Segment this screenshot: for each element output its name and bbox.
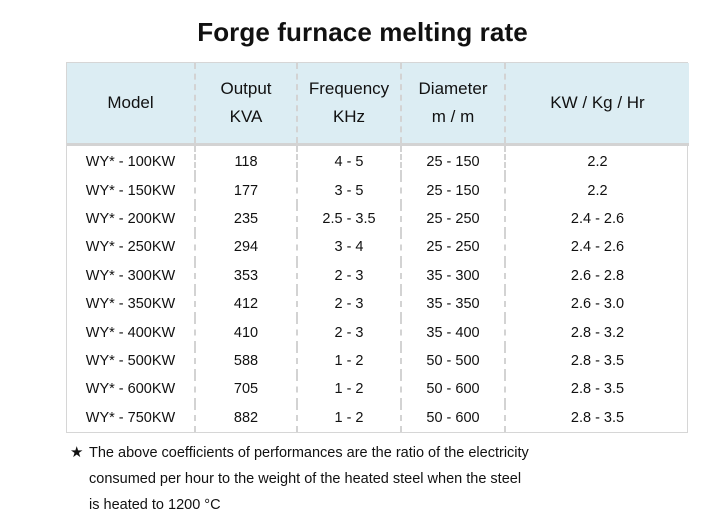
- table-body: WY* - 100KW 118 4 - 5 25 - 150 2.2 WY* -…: [67, 144, 689, 432]
- footnote-line: ★ The above coefficients of performances …: [70, 440, 630, 466]
- column-header-frequency: Frequency KHz: [296, 63, 401, 146]
- cell-diameter: 50 - 600: [400, 375, 505, 404]
- table-row: WY* - 300KW 353 2 - 3 35 - 300 2.6 - 2.8: [67, 261, 689, 290]
- cell-kw-kg-hr: 2.8 - 3.5: [504, 375, 689, 404]
- cell-kw-kg-hr: 2.2: [504, 176, 689, 205]
- cell-kw-kg-hr: 2.8 - 3.5: [504, 346, 689, 376]
- star-icon: ★: [70, 444, 84, 461]
- cell-model: WY* - 600KW: [85, 381, 176, 398]
- cell-frequency: 3 - 4: [296, 233, 401, 262]
- cell-model: WY* - 350KW: [85, 296, 176, 313]
- cell-diameter: 25 - 150: [400, 176, 505, 205]
- column-header-output: Output KVA: [194, 63, 297, 146]
- header-label: Model: [107, 93, 154, 112]
- header-unit: KVA: [229, 107, 263, 126]
- cell-model: WY* - 750KW: [85, 409, 176, 426]
- cell-frequency: 2.5 - 3.5: [296, 204, 401, 234]
- cell-diameter: 50 - 500: [400, 346, 505, 376]
- cell-output: 235: [194, 204, 297, 234]
- table-row: WY* - 400KW 410 2 - 3 35 - 400 2.8 - 3.2: [67, 318, 689, 347]
- cell-model: WY* - 250KW: [85, 239, 176, 256]
- cell-model: WY* - 300KW: [85, 267, 176, 284]
- cell-frequency: 1 - 2: [296, 375, 401, 404]
- cell-diameter: 25 - 250: [400, 233, 505, 262]
- cell-frequency: 1 - 2: [296, 346, 401, 376]
- header-label: Output: [220, 79, 272, 98]
- cell-diameter: 25 - 150: [400, 144, 505, 177]
- cell-output: 353: [194, 261, 297, 290]
- cell-frequency: 3 - 5: [296, 176, 401, 205]
- table-row: WY* - 600KW 705 1 - 2 50 - 600 2.8 - 3.5: [67, 375, 689, 404]
- cell-kw-kg-hr: 2.6 - 3.0: [504, 289, 689, 319]
- cell-output: 412: [194, 289, 297, 319]
- cell-kw-kg-hr: 2.8 - 3.2: [504, 318, 689, 347]
- cell-frequency: 1 - 2: [296, 403, 401, 432]
- cell-output: 705: [194, 375, 297, 404]
- cell-model: WY* - 500KW: [85, 352, 176, 369]
- cell-diameter: 25 - 250: [400, 204, 505, 234]
- cell-kw-kg-hr: 2.4 - 2.6: [504, 233, 689, 262]
- cell-frequency: 2 - 3: [296, 289, 401, 319]
- cell-diameter: 35 - 350: [400, 289, 505, 319]
- table-row: WY* - 200KW 235 2.5 - 3.5 25 - 250 2.4 -…: [67, 204, 689, 234]
- page-title: Forge furnace melting rate: [197, 17, 528, 47]
- footnote: ★ The above coefficients of performances …: [70, 440, 630, 518]
- cell-kw-kg-hr: 2.8 - 3.5: [504, 403, 689, 432]
- column-header-model: Model: [67, 63, 195, 146]
- footnote-line: is heated to 1200 °C: [89, 497, 221, 513]
- header-unit: m / m: [431, 107, 475, 126]
- cell-output: 882: [194, 403, 297, 432]
- cell-output: 410: [194, 318, 297, 347]
- table-header-row: Model Output KVA Frequency KHz Diameter …: [67, 63, 689, 146]
- cell-kw-kg-hr: 2.4 - 2.6: [504, 204, 689, 234]
- column-header-kw-kg-hr: KW / Kg / Hr: [504, 63, 689, 146]
- cell-model: WY* - 100KW: [85, 154, 176, 171]
- header-unit: KHz: [332, 107, 366, 126]
- cell-output: 118: [194, 144, 297, 177]
- cell-kw-kg-hr: 2.2: [504, 144, 689, 177]
- melting-rate-table: Model Output KVA Frequency KHz Diameter …: [66, 62, 689, 433]
- cell-output: 588: [194, 346, 297, 376]
- table-row: WY* - 750KW 882 1 - 2 50 - 600 2.8 - 3.5: [67, 403, 689, 432]
- cell-model: WY* - 400KW: [85, 324, 176, 341]
- table-row: WY* - 250KW 294 3 - 4 25 - 250 2.4 - 2.6: [67, 233, 689, 262]
- cell-diameter: 50 - 600: [400, 403, 505, 432]
- cell-diameter: 35 - 400: [400, 318, 505, 347]
- table-row: WY* - 100KW 118 4 - 5 25 - 150 2.2: [67, 144, 689, 177]
- cell-frequency: 2 - 3: [296, 261, 401, 290]
- cell-kw-kg-hr: 2.6 - 2.8: [504, 261, 689, 290]
- cell-frequency: 2 - 3: [296, 318, 401, 347]
- cell-diameter: 35 - 300: [400, 261, 505, 290]
- header-label: Frequency: [308, 79, 390, 98]
- footnote-text: The above coefficients of performances a…: [89, 445, 529, 461]
- cell-output: 294: [194, 233, 297, 262]
- table-row: WY* - 150KW 177 3 - 5 25 - 150 2.2: [67, 176, 689, 205]
- table-row: WY* - 500KW 588 1 - 2 50 - 500 2.8 - 3.5: [67, 346, 689, 376]
- header-label: Diameter: [418, 79, 488, 98]
- table-row: WY* - 350KW 412 2 - 3 35 - 350 2.6 - 3.0: [67, 289, 689, 319]
- footnote-line: consumed per hour to the weight of the h…: [89, 471, 522, 487]
- cell-model: WY* - 200KW: [85, 210, 176, 227]
- column-header-diameter: Diameter m / m: [400, 63, 505, 146]
- cell-model: WY* - 150KW: [85, 182, 176, 199]
- header-label: KW / Kg / Hr: [550, 93, 645, 112]
- cell-output: 177: [194, 176, 297, 205]
- cell-frequency: 4 - 5: [296, 144, 401, 177]
